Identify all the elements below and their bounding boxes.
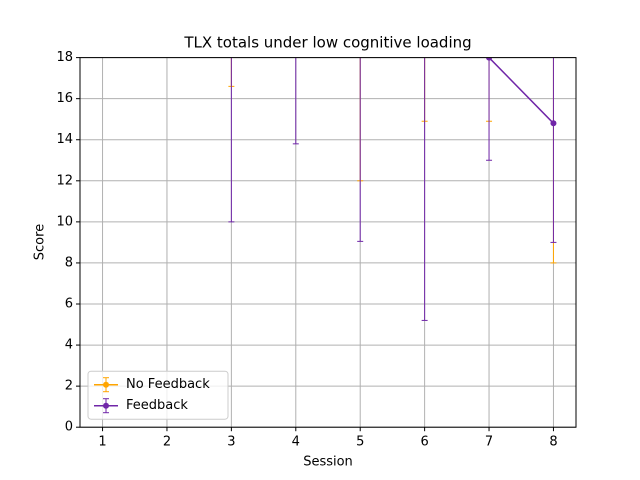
point	[228, 14, 234, 20]
point	[486, 34, 492, 40]
y-tick-label: 10	[56, 214, 73, 229]
series-line	[488, 57, 554, 124]
point	[550, 34, 556, 40]
x-tick-label: 6	[420, 435, 428, 450]
axes-frame	[79, 57, 577, 428]
x-tick-label: 8	[549, 435, 557, 450]
plot-area	[228, 14, 557, 321]
y-tick-label: 14	[56, 132, 73, 147]
legend-label: Feedback	[126, 398, 188, 413]
x-tick-label: 3	[227, 435, 235, 450]
y-tick-label: 6	[65, 297, 73, 312]
point	[357, 14, 363, 20]
x-tick-label: 2	[163, 435, 171, 450]
y-tick-label: 0	[65, 420, 73, 435]
x-tick-label: 1	[98, 435, 106, 450]
x-tick-label: 5	[356, 435, 364, 450]
y-tick-label: 16	[56, 91, 73, 106]
legend-label: No Feedback	[126, 377, 210, 392]
y-tick-label: 4	[65, 338, 73, 353]
y-tick-label: 18	[56, 50, 73, 65]
point	[228, 14, 234, 20]
legend-marker	[103, 381, 109, 388]
point	[550, 120, 557, 127]
chart-title: TLX totals under low cognitive loading	[183, 34, 471, 52]
legend-marker	[103, 402, 109, 409]
y-tick-label: 2	[65, 379, 73, 394]
legend-box	[87, 370, 229, 420]
legend: No Feedback Feedback	[87, 370, 229, 420]
y-tick-label: 12	[56, 173, 73, 188]
point	[486, 57, 493, 61]
x-tick-label: 4	[292, 435, 300, 450]
point	[357, 14, 363, 20]
y-axis-label: Score	[33, 224, 48, 260]
y-tick-label: 8	[65, 255, 73, 270]
x-axis-label: Session	[303, 455, 353, 470]
x-tick-label: 7	[485, 435, 493, 450]
